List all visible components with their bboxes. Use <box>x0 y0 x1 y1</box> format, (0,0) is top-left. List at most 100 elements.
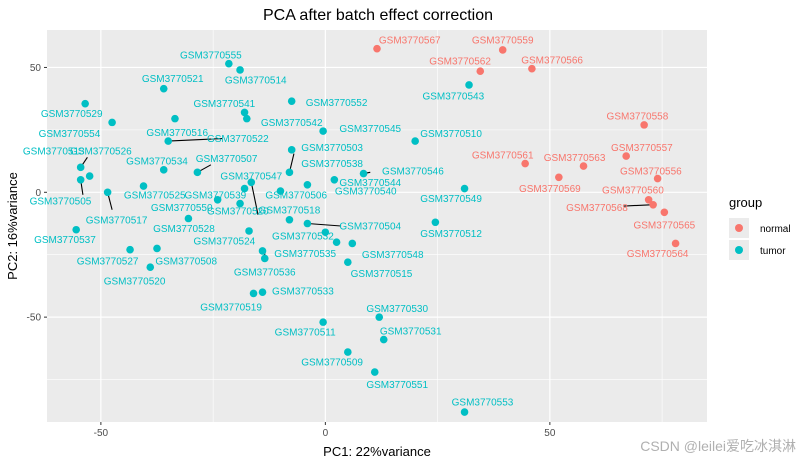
point-label-gsm3770544: GSM3770544 <box>339 178 401 189</box>
point-tumor-gsm3770519 <box>258 288 267 296</box>
point-tumor-gsm3770536 <box>260 254 269 263</box>
point-tumor-gsm3770514 <box>236 66 244 74</box>
point-label-gsm3770504: GSM3770504 <box>339 222 401 233</box>
point-labels: GSM3770567 GSM3770559 GSM3770562 GSM3770566… <box>23 35 696 408</box>
point-normal-gsm3770562 <box>476 67 485 75</box>
point-label-gsm3770519: GSM3770519 <box>200 303 262 314</box>
point-tumor-gsm3770549 <box>460 184 469 193</box>
point-tumor-gsm3770525 <box>139 182 148 190</box>
point-label-gsm3770545: GSM3770545 <box>339 124 401 135</box>
legend-title: group <box>729 195 762 210</box>
point-normal-gsm3770566 <box>528 64 536 73</box>
point-label-gsm3770552: GSM3770552 <box>306 98 368 109</box>
point-label-gsm3770507: GSM3770507 <box>196 154 258 165</box>
point-tumor-gsm3770541 <box>240 108 249 117</box>
point-label-gsm3770543: GSM3770543 <box>422 92 484 103</box>
x-tick-label: 0 <box>323 428 329 439</box>
point-label-gsm3770553: GSM3770553 <box>452 398 514 409</box>
point-tumor-gsm3770546 <box>359 169 368 178</box>
point-tumor-gsm3770524 <box>245 227 253 235</box>
legend-label-normal: normal <box>760 224 791 235</box>
point-label-gsm3770564: GSM3770564 <box>627 249 689 260</box>
point-label-gsm3770509: GSM3770509 <box>301 358 363 369</box>
point-tumor-gsm3770542 <box>242 114 251 123</box>
point-tumor-gsm3770543 <box>465 81 473 89</box>
point-label-gsm3770563: GSM3770563 <box>544 153 606 164</box>
point-normal-gsm3770568 <box>649 200 657 209</box>
point-label-gsm3770508: GSM3770508 <box>155 256 217 267</box>
point-tumor-gsm3770534 <box>159 166 168 174</box>
y-tick-label: 50 <box>30 63 42 74</box>
point-tumor-gsm3770520b <box>236 199 244 208</box>
point-label-gsm3770510: GSM3770510 <box>420 129 482 140</box>
point-label-gsm3770546: GSM3770546 <box>382 167 444 178</box>
point-tumor-gsm3770529 <box>81 99 89 108</box>
point-normal-gsm3770560 <box>644 195 653 204</box>
point-tumor-gsm3770515 <box>344 258 352 267</box>
point-normal-gsm3770559 <box>498 46 507 54</box>
point-tumor-gsm3770504 <box>303 219 312 228</box>
point-label-gsm3770534: GSM3770534 <box>126 157 188 168</box>
point-label-gsm3770521: GSM3770521 <box>142 74 204 85</box>
x-tick-label: 50 <box>544 428 556 439</box>
point-tumor-gsm3770516 <box>171 114 179 123</box>
point-tumor-gsm3770511 <box>319 318 327 326</box>
point-label-gsm3770515: GSM3770515 <box>351 269 413 280</box>
point-label-gsm3770560: GSM3770560 <box>602 185 664 196</box>
point-tumor-gsm3770509 <box>344 348 352 356</box>
y-axis-ticks: -50 0 50 <box>27 63 47 324</box>
point-normal-gsm3770563 <box>579 162 588 170</box>
y-tick-label: 0 <box>35 188 41 199</box>
point-tumor-gsm3770539 <box>240 184 249 193</box>
point-tumor-gsm3770540 <box>303 181 312 189</box>
point-label-gsm3770548: GSM3770548 <box>362 250 424 261</box>
point-normal-gsm3770561 <box>521 159 529 168</box>
y-axis-title: PC2: 16%variance <box>5 172 20 280</box>
point-label-gsm3770533: GSM3770533 <box>272 286 334 297</box>
point-label-gsm3770541: GSM3770541 <box>193 99 255 110</box>
point-tumor-gsm3770547 <box>247 178 256 187</box>
point-tumor-gsm3770506 <box>276 187 285 195</box>
point-label-gsm3770554: GSM3770554 <box>39 129 101 140</box>
point-tumor-gsm3770552 <box>287 97 296 105</box>
point-tumor-gsm3770554 <box>108 118 116 127</box>
point-label-gsm3770516: GSM3770516 <box>146 128 208 139</box>
point-tumor-gsm3770507 <box>193 168 202 177</box>
point-tumor-gsm3770551 <box>370 368 379 376</box>
y-tick-label: -50 <box>27 313 42 324</box>
point-tumor-gsm3770517 <box>103 188 112 197</box>
point-label-gsm3770555: GSM3770555 <box>180 50 242 61</box>
point-label-gsm3770506: GSM3770506 <box>265 190 327 201</box>
point-label-gsm3770503: GSM3770503 <box>301 143 363 154</box>
point-label-gsm3770557: GSM3770557 <box>611 143 673 154</box>
label-connector <box>168 138 223 142</box>
point-label-gsm3770562: GSM3770562 <box>429 57 491 68</box>
data-points <box>72 44 680 416</box>
point-label-gsm3770514: GSM3770514 <box>225 75 287 86</box>
point-tumor-gsm3770522 <box>164 137 173 145</box>
legend-key-tumor <box>735 246 743 254</box>
point-label-gsm3770547: GSM3770547 <box>220 172 282 183</box>
point-label-gsm3770565: GSM3770565 <box>633 220 695 231</box>
point-tumor-gsm3770527 <box>126 245 134 254</box>
point-tumor-gsm3770544 <box>330 176 339 184</box>
point-tumor-gsm3770530 <box>375 313 384 321</box>
legend-key-normal <box>735 224 743 232</box>
point-label-gsm3770556: GSM3770556 <box>620 167 682 178</box>
label-connector <box>250 182 259 215</box>
point-normal-gsm3770556 <box>653 174 662 183</box>
point-label-gsm3770530: GSM3770530 <box>366 304 428 315</box>
point-label-gsm3770561: GSM3770561 <box>472 150 534 161</box>
point-tumor-gsm3770531b <box>332 238 341 247</box>
x-axis-ticks: -50 0 50 <box>94 422 556 439</box>
point-label-gsm3770540: GSM3770540 <box>335 187 397 198</box>
point-tumor-gsm3770533 <box>249 289 258 298</box>
point-tumor-gsm3770548 <box>348 239 357 248</box>
x-tick-label: -50 <box>94 428 109 439</box>
point-label-gsm3770550: GSM3770550 <box>151 203 213 214</box>
point-label-gsm3770559: GSM3770559 <box>472 35 534 46</box>
label-connector <box>623 204 651 207</box>
point-label-gsm3770529: GSM3770529 <box>41 109 103 120</box>
point-tumor-gsm3770531 <box>379 335 388 344</box>
point-normal-gsm3770558 <box>640 121 648 129</box>
